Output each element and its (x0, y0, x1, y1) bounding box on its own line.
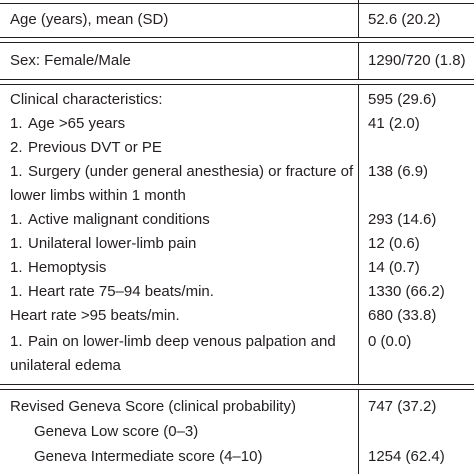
row-label-age: Age (years), mean (SD) (10, 11, 169, 28)
row-value-sex: 1290/720 (1.8) (368, 52, 466, 69)
row-label-surgery: 1. Surgery (under general anesthesia) or … (10, 160, 356, 184)
table-rule-top (0, 3, 474, 4)
item-text: Active malignant conditions (28, 211, 210, 228)
item-number: 1. (10, 333, 23, 350)
row-label-heartrate75: 1. Heart rate 75–94 beats/min. (10, 280, 356, 304)
row-label-clinical: Clinical characteristics: (10, 91, 163, 108)
row-label-heartrate95: Heart rate >95 beats/min. (10, 307, 180, 324)
row-value-malignant: 293 (14.6) (368, 211, 437, 228)
row-value-clinical: 595 (29.6) (368, 91, 437, 108)
column-divider (358, 42, 359, 79)
row-label-palpation: 1. Pain on lower-limb deep venous palpati… (10, 330, 356, 354)
item-text: Pain on lower-limb deep venous palpation… (28, 333, 336, 350)
row-label-geneva: Revised Geneva Score (clinical probabili… (10, 398, 296, 415)
item-number: 1. (10, 259, 23, 276)
row-value-hemoptysis: 14 (0.7) (368, 259, 420, 276)
table-rule-4 (0, 84, 474, 85)
item-text: Hemoptysis (28, 259, 107, 276)
row-value-age: 52.6 (20.2) (368, 11, 441, 28)
item-text: Previous DVT or PE (28, 139, 162, 156)
table-rule-5 (0, 384, 474, 385)
table-rule-2 (0, 42, 474, 43)
item-number: 1. (10, 163, 23, 180)
item-text: Unilateral lower-limb pain (28, 235, 197, 252)
row-label-hemoptysis: 1. Hemoptysis (10, 256, 356, 280)
row-value-geneva: 747 (37.2) (368, 398, 437, 415)
item-number: 1. (10, 115, 23, 132)
table-rule-6 (0, 389, 474, 390)
row-label-age65: 1. Age >65 years (10, 112, 356, 136)
item-text: Heart rate 75–94 beats/min. (28, 283, 214, 300)
row-label-geneva-int: Geneva Intermediate score (4–10) (34, 448, 263, 465)
row-label-pain: 1. Unilateral lower-limb pain (10, 232, 356, 256)
item-number: 1. (10, 283, 23, 300)
row-label-malignant: 1. Active malignant conditions (10, 208, 356, 232)
column-divider (358, 389, 359, 474)
row-value-pain: 12 (0.6) (368, 235, 420, 252)
row-value-surgery: 138 (6.9) (368, 163, 429, 180)
item-number: 1. (10, 235, 23, 252)
row-value-geneva-int: 1254 (62.4) (368, 448, 445, 465)
row-value-heartrate95: 680 (33.8) (368, 307, 437, 324)
item-text: Age >65 years (28, 115, 126, 132)
row-label-sex: Sex: Female/Male (10, 52, 131, 69)
row-label-dvt: 2. Previous DVT or PE (10, 136, 356, 160)
table-rule-1 (0, 37, 474, 38)
column-divider (358, 84, 359, 384)
row-value-heartrate75: 1330 (66.2) (368, 283, 445, 300)
item-text: Surgery (under general anesthesia) or fr… (28, 163, 354, 180)
row-label-geneva-low: Geneva Low score (0–3) (34, 423, 199, 440)
item-number: 1. (10, 211, 23, 228)
row-label-surgery-cont: lower limbs within 1 month (10, 187, 186, 204)
table-rule-3 (0, 79, 474, 80)
item-number: 2. (10, 139, 23, 156)
column-divider (358, 0, 359, 37)
row-value-age65: 41 (2.0) (368, 115, 420, 132)
row-label-palpation-cont: unilateral edema (10, 357, 121, 374)
row-value-palpation: 0 (0.0) (368, 333, 412, 350)
